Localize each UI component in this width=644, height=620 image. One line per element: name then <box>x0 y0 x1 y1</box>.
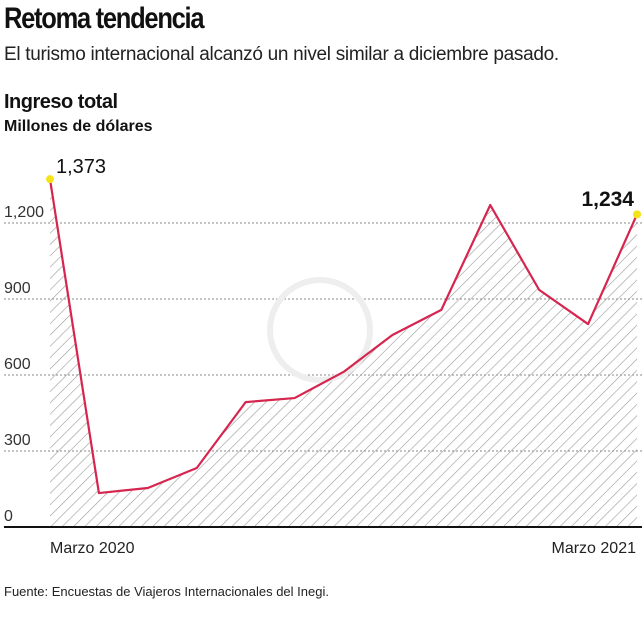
series-line <box>48 179 639 495</box>
y-tick-label: 1,200 <box>4 204 44 221</box>
subtitle: El turismo internacional alcanzó un nive… <box>4 44 559 65</box>
y-tick-label: 600 <box>4 356 31 373</box>
data-point <box>633 210 641 219</box>
y-tick-label: 300 <box>4 432 31 449</box>
watermark-logo <box>267 277 373 383</box>
annotation-end: 1,234 <box>581 188 634 211</box>
x-tick-label-start: Marzo 2020 <box>50 540 135 557</box>
y-tick-label: 900 <box>4 280 31 297</box>
area-fill <box>50 179 637 527</box>
chart-title: Ingreso total <box>4 91 118 113</box>
x-tick-label-end: Marzo 2021 <box>552 540 637 557</box>
y-axis-label: Millones de dólares <box>4 118 153 135</box>
annotation-start: 1,373 <box>56 156 106 178</box>
source-note: Fuente: Encuestas de Viajeros Internacio… <box>4 584 329 599</box>
headline: Retoma tendencia <box>4 2 205 35</box>
y-tick-label: 0 <box>4 508 13 525</box>
data-point <box>46 175 54 184</box>
